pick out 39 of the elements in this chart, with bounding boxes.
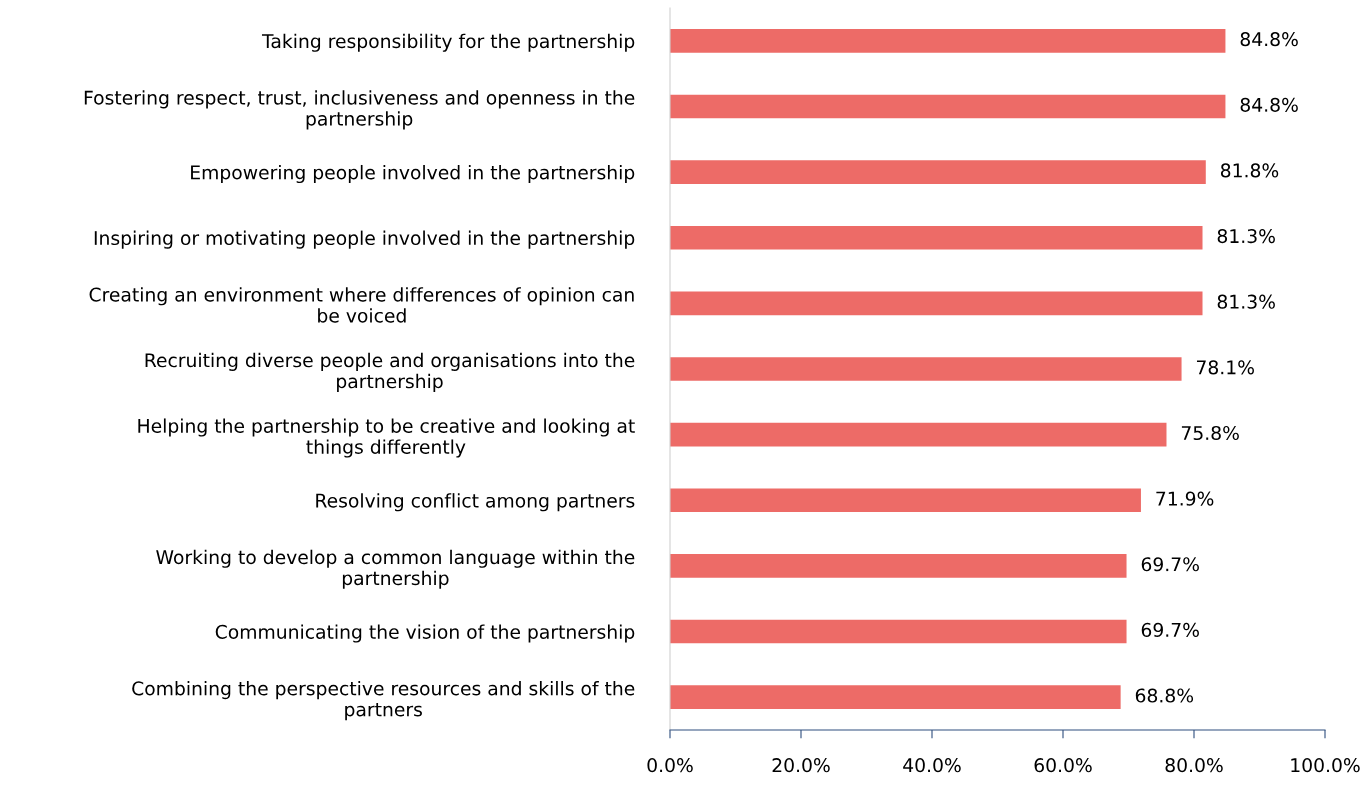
data-label: 71.9% [1156, 491, 1214, 506]
bar [670, 94, 1226, 119]
y-tick-label: Combining the perspective resources and skills of the partners [132, 680, 635, 721]
x-tick-label: 80.0% [1165, 758, 1223, 773]
x-tick-label: 0.0% [647, 758, 693, 773]
y-tick-label: Inspiring or motivating people involved in the partnership [94, 230, 635, 249]
data-label: 78.1% [1196, 360, 1254, 375]
data-label: 69.7% [1141, 557, 1199, 572]
y-tick-label: Resolving conflict among partners [316, 493, 635, 512]
y-tick-label: Empowering people involved in the partnership [191, 164, 635, 184]
data-label: 81.3% [1217, 294, 1275, 309]
data-label: 81.3% [1217, 228, 1275, 244]
x-tick-label: 60.0% [1034, 758, 1092, 773]
x-tick-label: 20.0% [772, 758, 830, 773]
bar [670, 225, 1203, 250]
bar [670, 554, 1127, 578]
data-label: 75.8% [1181, 425, 1239, 441]
data-label: 84.8% [1240, 97, 1298, 112]
y-tick-label: Communicating the vision of the partnership [215, 624, 635, 643]
data-label: 68.8% [1135, 688, 1194, 703]
bar [670, 619, 1127, 644]
bar [670, 29, 1226, 53]
y-tick-label: Recruiting diverse people and organisations into the partnership [145, 352, 635, 392]
data-label: 81.8% [1220, 163, 1279, 178]
bar [670, 685, 1121, 709]
bar [670, 291, 1203, 316]
bar [670, 357, 1182, 381]
y-tick-label: Taking responsibility for the partnership [261, 33, 635, 52]
y-tick-label: Helping the partnership to be creative and looking at things differently [138, 418, 635, 458]
data-label: 69.7% [1141, 622, 1199, 637]
bar [670, 160, 1206, 184]
x-tick-label: 100.0% [1291, 758, 1360, 773]
bar [670, 488, 1141, 513]
y-tick-label: Fostering respect, trust, inclusiveness and openness in the partnership [84, 90, 635, 130]
bar [670, 422, 1167, 447]
data-label: 84.8% [1240, 32, 1298, 47]
y-tick-label: Creating an environment where differences of opinion can be voiced [89, 287, 634, 323]
x-tick-label: 40.0% [903, 758, 961, 773]
y-tick-label: Working to develop a common language within the partnership [156, 549, 635, 589]
